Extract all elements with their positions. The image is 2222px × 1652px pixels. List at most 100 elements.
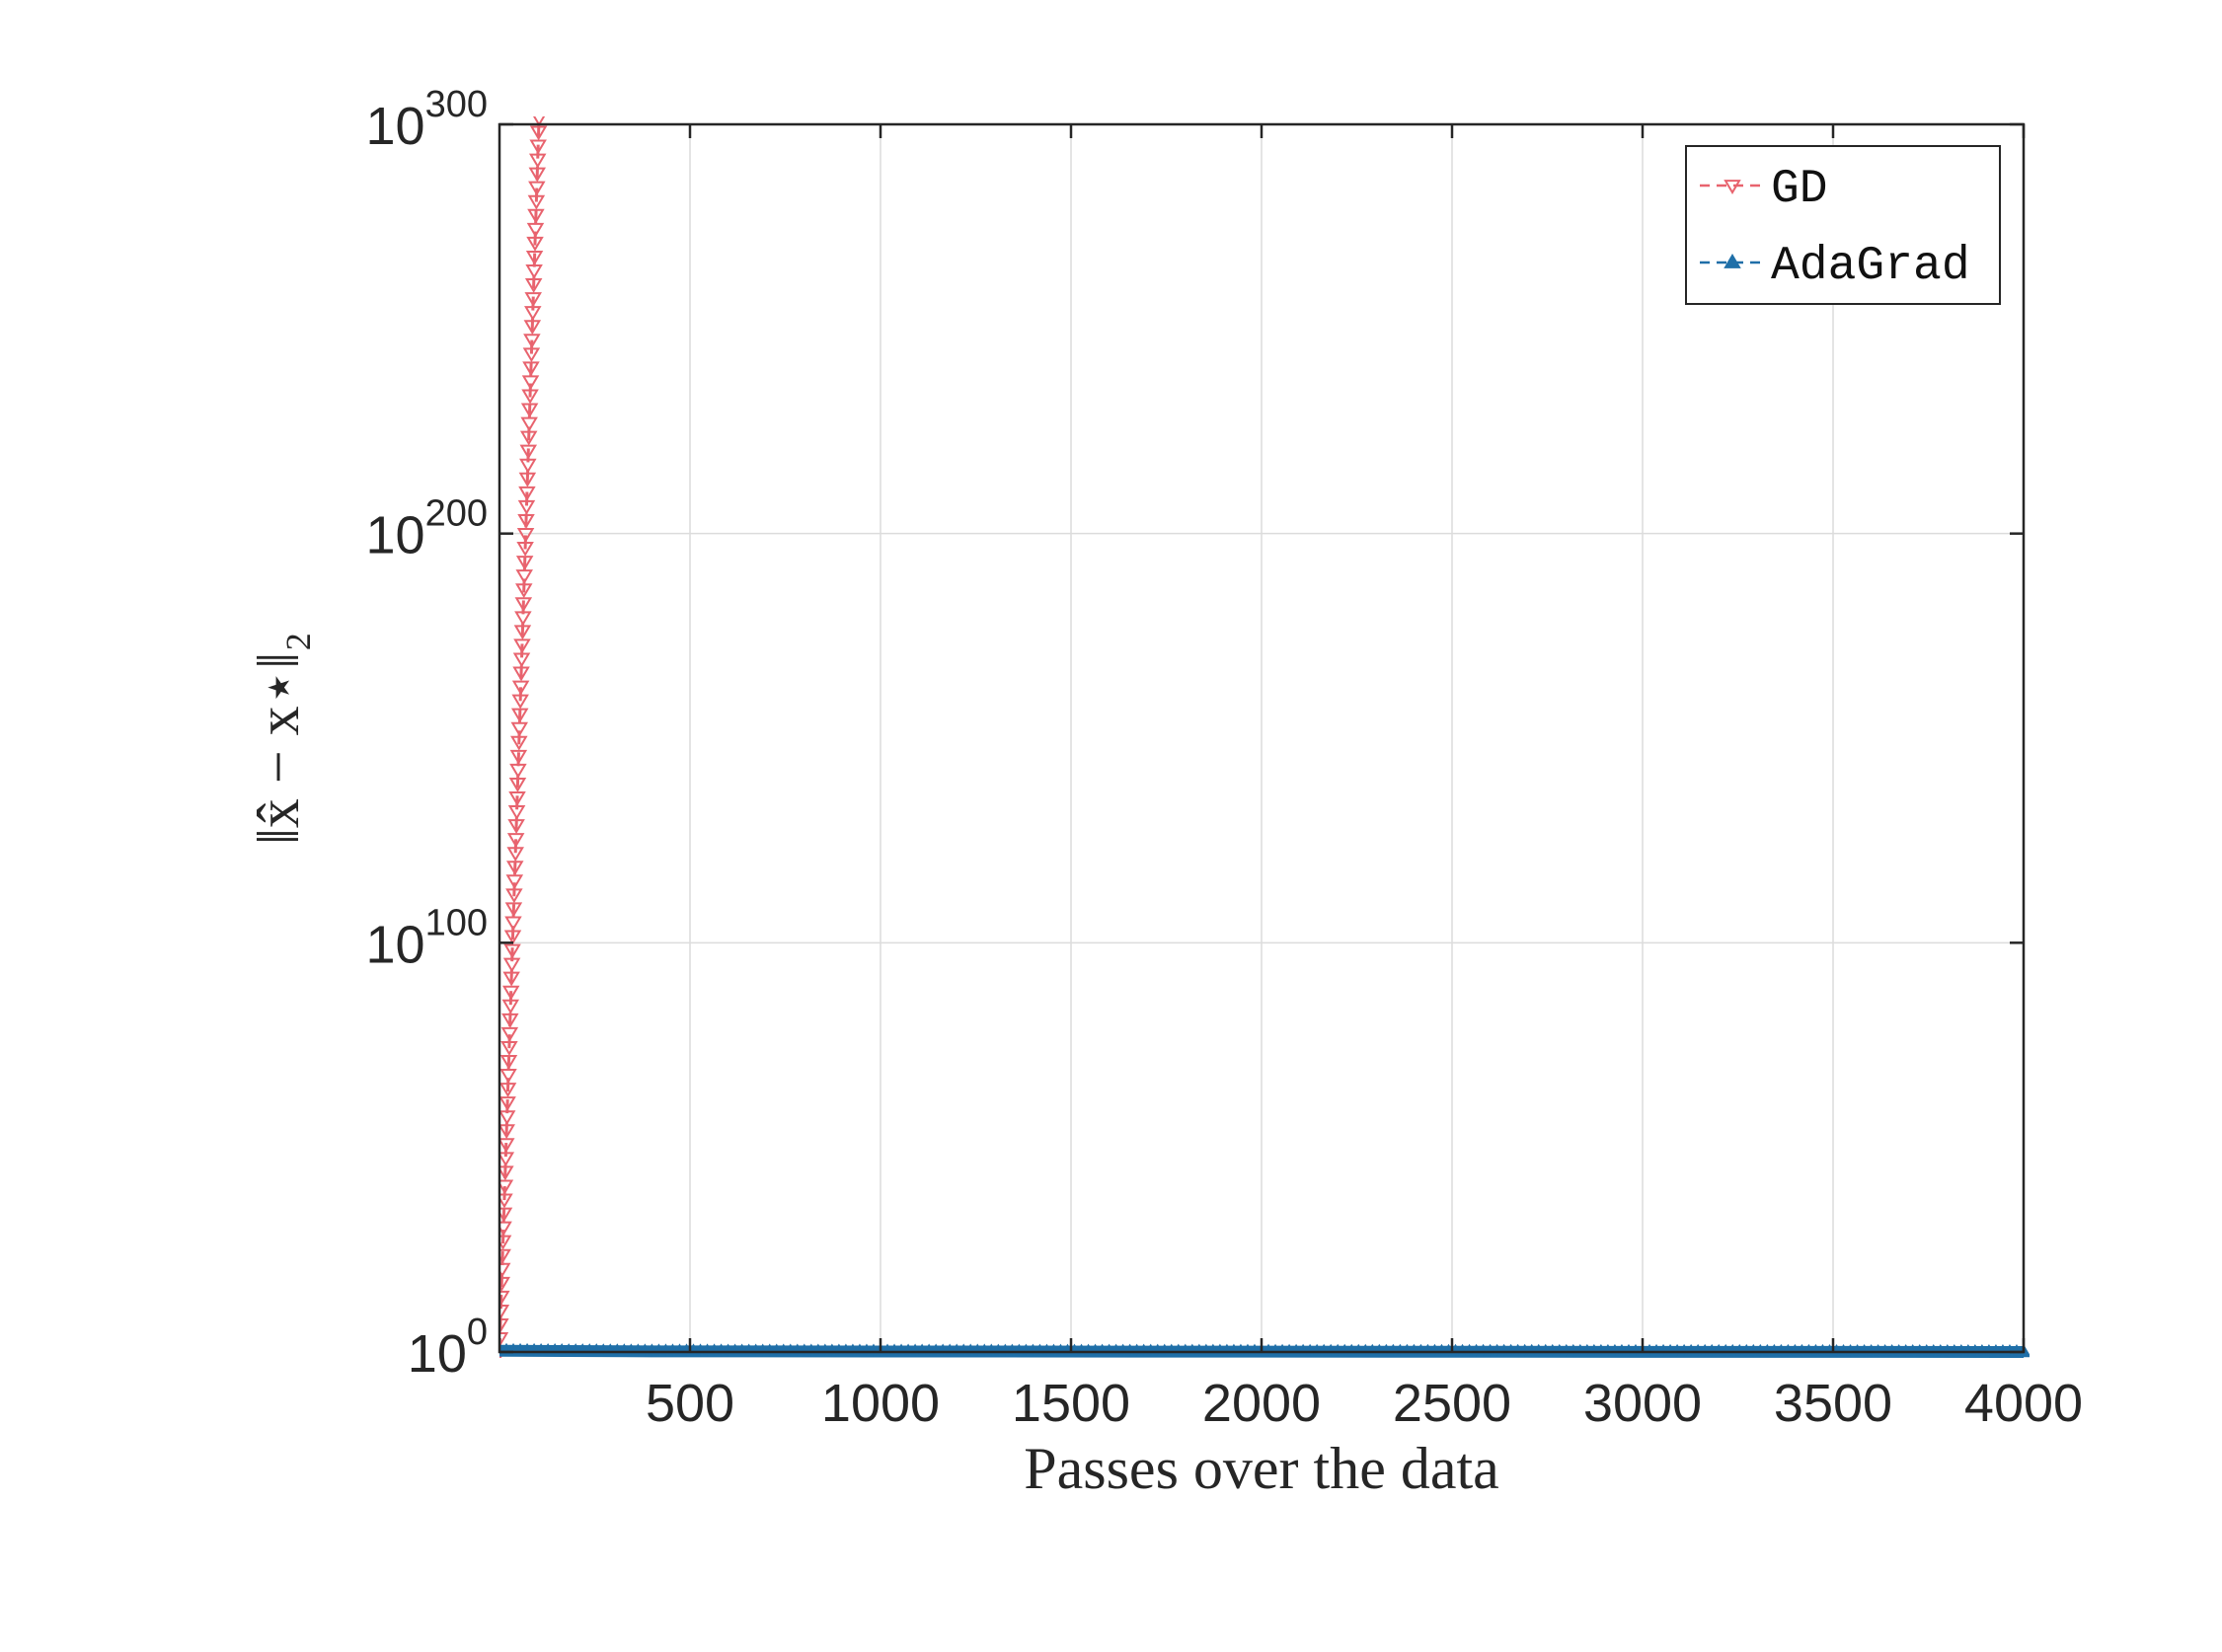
x-tick-label: 1000 bbox=[821, 1374, 940, 1433]
gd-marker bbox=[527, 208, 545, 224]
gd-marker bbox=[528, 153, 547, 169]
x-tick-label: 2000 bbox=[1202, 1374, 1321, 1433]
gd-marker bbox=[524, 292, 542, 307]
gd-marker bbox=[499, 1304, 510, 1319]
gd-marker bbox=[520, 416, 538, 432]
gd-marker bbox=[499, 1124, 515, 1140]
gd-marker bbox=[525, 250, 544, 265]
gd-marker bbox=[499, 1165, 514, 1181]
gd-marker bbox=[510, 721, 529, 737]
gd-marker bbox=[512, 652, 531, 668]
gd-marker bbox=[501, 1013, 519, 1028]
x-axis-label: Passes over the data bbox=[1024, 1436, 1499, 1501]
gd-marker bbox=[521, 389, 539, 405]
legend-label: GD bbox=[1771, 163, 1828, 216]
y-tick-label: 10100 bbox=[366, 902, 488, 974]
gd-marker bbox=[508, 777, 527, 792]
gd-marker bbox=[502, 957, 521, 973]
gd-marker bbox=[511, 680, 530, 696]
gd-marker bbox=[499, 1110, 516, 1126]
gd-marker bbox=[499, 1083, 517, 1097]
legend-label: AdaGrad bbox=[1771, 240, 1970, 293]
y-tick-label: 10300 bbox=[366, 84, 488, 156]
gd-marker bbox=[507, 805, 526, 820]
gd-marker bbox=[503, 930, 522, 945]
series-gd bbox=[499, 116, 548, 1358]
gd-marker bbox=[522, 347, 541, 363]
gd-marker bbox=[510, 735, 528, 751]
gd-marker bbox=[499, 1069, 517, 1084]
gd-marker bbox=[515, 556, 534, 570]
gd-marker bbox=[499, 1193, 513, 1209]
gd-marker bbox=[515, 569, 533, 585]
gd-marker bbox=[518, 472, 537, 488]
gd-marker bbox=[519, 444, 538, 460]
gd-marker bbox=[525, 263, 543, 279]
gd-marker bbox=[510, 708, 529, 723]
gd-marker bbox=[506, 847, 524, 863]
legend-entry-gd: GD bbox=[1700, 163, 1828, 216]
gd-marker bbox=[505, 874, 524, 890]
gd-marker bbox=[533, 116, 546, 127]
y-tick-label: 100 bbox=[408, 1312, 488, 1384]
gd-marker bbox=[524, 278, 543, 293]
gd-marker bbox=[499, 1138, 515, 1154]
legend-box bbox=[1685, 145, 2001, 305]
gd-marker bbox=[516, 527, 535, 543]
gd-marker bbox=[499, 1054, 518, 1070]
gd-marker bbox=[526, 236, 544, 252]
gd-marker bbox=[506, 861, 524, 876]
gd-marker bbox=[499, 1179, 514, 1195]
gd-marker bbox=[504, 916, 522, 932]
y-tick-labels: 100 10100 10200 10300 bbox=[366, 84, 488, 1384]
gd-marker bbox=[504, 902, 523, 918]
legend-entry-adagrad: AdaGrad bbox=[1700, 240, 1970, 293]
gd-marker bbox=[500, 1040, 518, 1056]
gd-marker bbox=[526, 222, 545, 238]
gd-marker bbox=[506, 833, 525, 849]
gd-marker bbox=[502, 971, 520, 987]
gd-marker bbox=[503, 943, 521, 959]
gd-marker bbox=[511, 694, 529, 710]
gd-marker bbox=[517, 499, 536, 515]
gd-marker bbox=[499, 1262, 511, 1278]
gd-marker bbox=[514, 597, 533, 613]
legend-marker bbox=[1724, 180, 1741, 194]
gd-marker bbox=[512, 666, 530, 682]
gd-marker bbox=[507, 819, 525, 834]
gd-marker bbox=[513, 625, 532, 640]
gd-marker bbox=[518, 486, 536, 501]
x-tick-label: 3500 bbox=[1774, 1374, 1892, 1433]
gd-marker bbox=[499, 1290, 510, 1306]
legend-marker bbox=[1724, 254, 1741, 268]
gd-marker bbox=[499, 1096, 516, 1112]
y-tick-label: 10200 bbox=[366, 493, 488, 565]
gd-marker bbox=[517, 513, 535, 529]
gd-marker bbox=[501, 999, 520, 1014]
gd-marker bbox=[519, 430, 538, 446]
gd-marker bbox=[499, 1276, 511, 1292]
gd-marker bbox=[521, 375, 540, 391]
y-axis-label: ‖x̂ − x⋆‖₂ bbox=[246, 632, 311, 845]
gd-marker bbox=[516, 542, 534, 557]
legend: GD AdaGrad bbox=[1685, 145, 2001, 305]
gd-marker bbox=[509, 763, 527, 779]
gd-marker bbox=[523, 334, 541, 349]
gd-marker bbox=[528, 167, 547, 183]
gd-marker bbox=[528, 181, 546, 196]
x-tick-label: 4000 bbox=[1964, 1374, 2083, 1433]
gd-marker bbox=[499, 1152, 515, 1167]
gd-marker bbox=[513, 638, 531, 654]
x-tick-labels: 500 1000 1500 2000 2500 3000 3500 4000 bbox=[646, 1374, 2083, 1433]
gd-marker bbox=[524, 306, 542, 322]
x-tick-label: 3000 bbox=[1583, 1374, 1702, 1433]
gd-line bbox=[499, 116, 541, 1353]
gd-marker bbox=[501, 985, 520, 1001]
gd-marker bbox=[520, 403, 539, 418]
gd-marker bbox=[509, 749, 528, 765]
gd-marker bbox=[523, 320, 542, 336]
gd-marker bbox=[529, 125, 548, 141]
gd-marker bbox=[515, 583, 533, 599]
gd-marker bbox=[499, 1248, 511, 1264]
